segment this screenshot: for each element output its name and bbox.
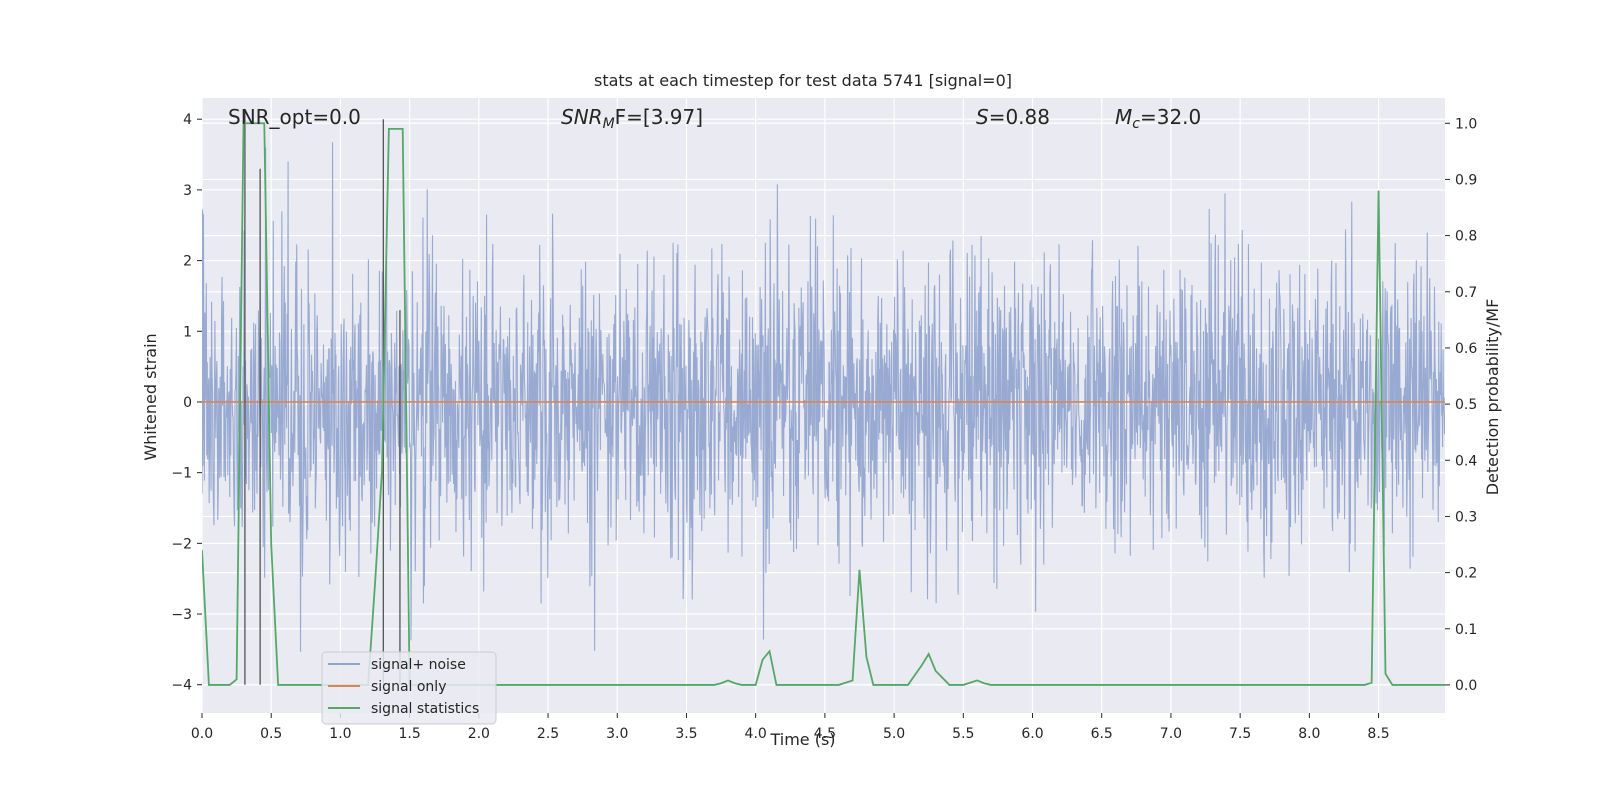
x-tick-label-7: 3.5: [675, 726, 697, 742]
x-tick-label-16: 8.0: [1298, 726, 1320, 742]
x-axis: 0.0 0.5 1.0 1.5 2.0 2.5 3.0 3.5 4.0 4.5 5.0 5.5 6.0 6…: [191, 713, 1390, 742]
y-tick-label-right-2: 0.8: [1455, 229, 1477, 245]
x-tick-label-6: 3.0: [606, 726, 628, 742]
x-tick-label-1: 0.5: [260, 726, 282, 742]
y-tick-label-left-1: 3: [183, 183, 192, 199]
annotation-mc-sub: c: [1132, 116, 1140, 132]
annotation-snr-opt: SNR_opt=0.0: [228, 105, 361, 129]
y-tick-label-left-4: 0: [183, 395, 192, 411]
y-tick-label-right-4: 0.6: [1455, 341, 1477, 357]
annotation-s-rest: =0.88: [989, 105, 1050, 129]
annotation-mc: Mc=32.0: [1115, 105, 1201, 132]
annotation-snr-mf-sub: M: [603, 116, 615, 132]
y-tick-label-right-10: 0.0: [1455, 678, 1477, 694]
y-tick-label-right-5: 0.5: [1455, 397, 1477, 413]
y-tick-label-right-6: 0.4: [1455, 453, 1477, 469]
series-signal-noise: [202, 142, 1445, 652]
legend-entry-noise: signal+ noise: [371, 657, 466, 673]
x-tick-label-3: 1.5: [398, 726, 420, 742]
y-tick-label-right-8: 0.2: [1455, 566, 1477, 582]
x-tick-label-17: 8.5: [1367, 726, 1389, 742]
annotation-s: S=0.88: [976, 105, 1050, 129]
y-tick-label-right-7: 0.3: [1455, 509, 1477, 525]
left-axis: 4 3 2 1 0 −1 −2 −3 −4: [171, 112, 202, 694]
x-tick-label-11: 5.5: [952, 726, 974, 742]
legend-entry-signal: signal only: [371, 679, 446, 695]
y-tick-label-left-3: 1: [183, 324, 192, 340]
legend-box: [321, 651, 497, 725]
x-tick-label-10: 5.0: [883, 726, 905, 742]
x-tick-label-4: 2.0: [468, 726, 490, 742]
x-axis-label: Time (s): [769, 730, 835, 749]
y-tick-label-left-2: 2: [183, 254, 192, 270]
x-tick-label-12: 6.0: [1021, 726, 1043, 742]
series-layer: [202, 112, 1445, 686]
x-tick-label-13: 6.5: [1091, 726, 1113, 742]
annotation-mc-main: M: [1115, 105, 1132, 129]
legend: signal+ noise signal only signal statist…: [321, 651, 497, 725]
x-tick-label-8: 4.0: [745, 726, 767, 742]
annotation-snr-mf-main: SNR: [561, 105, 603, 129]
x-tick-label-14: 7.0: [1160, 726, 1182, 742]
legend-entry-stats: signal statistics: [371, 701, 479, 717]
y-tick-label-right-9: 0.1: [1455, 622, 1477, 638]
y-axis-label-left: Whitened strain: [141, 333, 160, 460]
y-axis-label-right: Detection probability/MF: [1483, 299, 1502, 496]
x-tick-label-0: 0.0: [191, 726, 213, 742]
y-tick-label-right-0: 1.0: [1455, 116, 1477, 132]
series-signal-statistics: [202, 122, 1445, 686]
y-tick-label-left-5: −1: [171, 466, 192, 482]
x-tick-label-2: 1.0: [329, 726, 351, 742]
chart-title: stats at each timestep for test data 574…: [594, 71, 1012, 90]
annotation-snr-mf: SNRMF=[3.97]: [561, 105, 703, 132]
y-tick-label-left-8: −4: [171, 678, 192, 694]
annotation-s-main: S: [976, 105, 989, 129]
x-tick-label-5: 2.5: [537, 726, 559, 742]
x-tick-label-9: 4.5: [814, 726, 836, 742]
y-tick-label-right-3: 0.7: [1455, 285, 1477, 301]
y-tick-label-left-0: 4: [183, 112, 192, 128]
y-tick-label-left-7: −3: [171, 607, 192, 623]
y-tick-label-left-6: −2: [171, 536, 192, 552]
right-axis: 1.0 0.9 0.8 0.7 0.6 0.5 0.4 0.3 0.2 0.1 0.0: [1445, 116, 1477, 694]
annotation-snr-mf-rest: F=[3.97]: [615, 105, 703, 129]
x-tick-label-15: 7.5: [1229, 726, 1251, 742]
y-tick-label-right-1: 0.9: [1455, 172, 1477, 188]
annotation-mc-rest: =32.0: [1140, 105, 1201, 129]
